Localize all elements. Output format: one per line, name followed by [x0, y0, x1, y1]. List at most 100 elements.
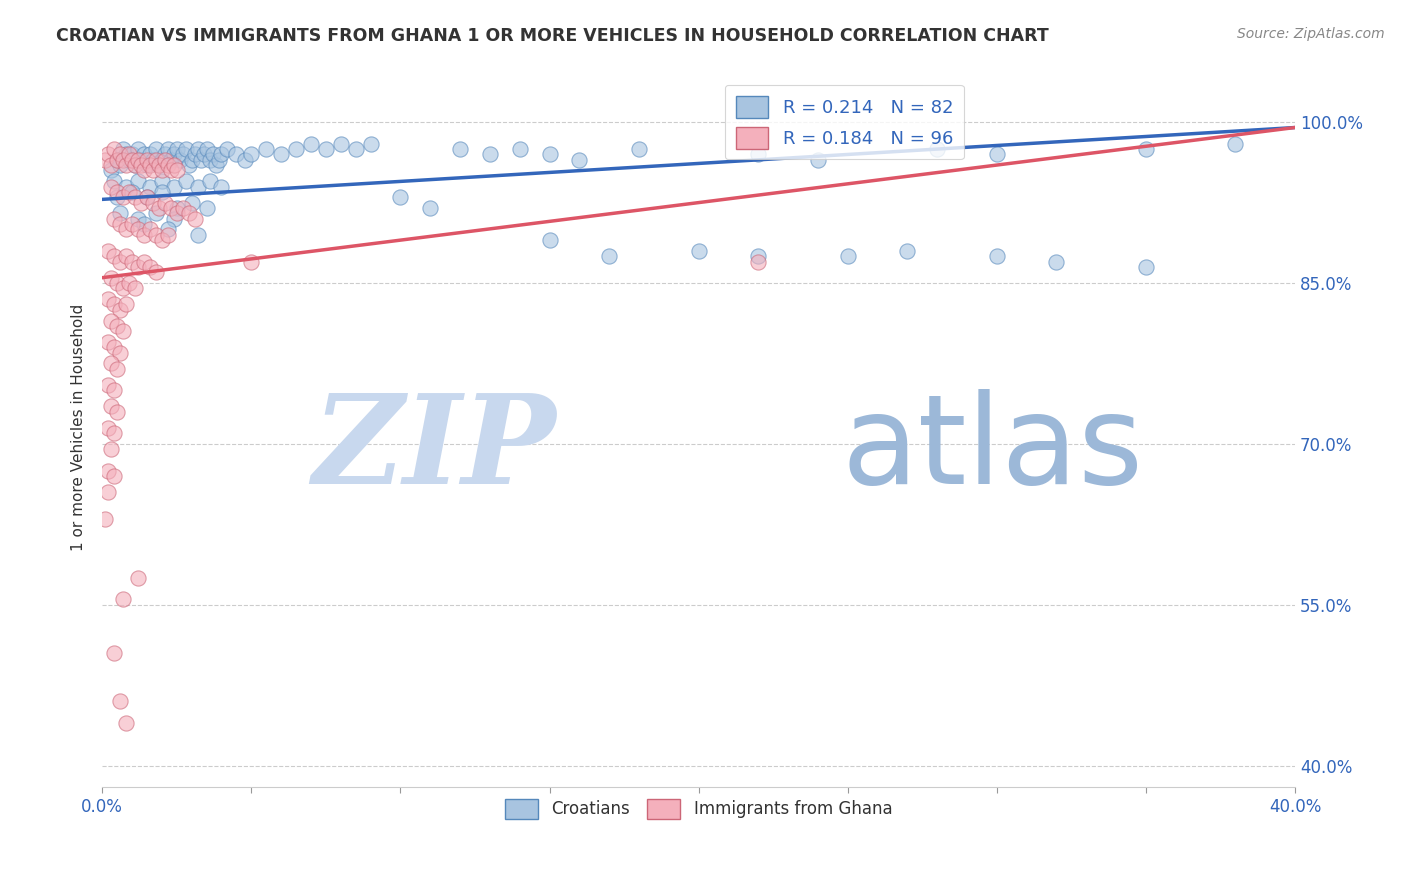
Point: [190, 153, 212, 167]
Point: [100, 356, 122, 370]
Point: [145, 265, 167, 279]
Point: [217, 142, 239, 156]
Point: [150, 153, 173, 167]
Point: [449, 142, 471, 156]
Point: [419, 201, 441, 215]
Point: [118, 147, 141, 161]
Point: [121, 217, 143, 231]
Point: [97, 147, 120, 161]
Point: [112, 592, 135, 607]
Point: [174, 174, 197, 188]
Point: [97, 244, 120, 258]
Point: [235, 153, 257, 167]
Point: [139, 158, 162, 172]
Point: [103, 211, 125, 226]
Text: Source: ZipAtlas.com: Source: ZipAtlas.com: [1237, 27, 1385, 41]
Point: [115, 297, 138, 311]
Point: [142, 195, 165, 210]
Point: [132, 163, 155, 178]
Point: [124, 158, 146, 172]
Point: [163, 211, 186, 226]
Point: [132, 254, 155, 268]
Point: [115, 147, 138, 161]
Point: [195, 201, 218, 215]
Point: [124, 281, 146, 295]
Point: [112, 324, 135, 338]
Point: [183, 147, 205, 161]
Point: [156, 222, 179, 236]
Point: [688, 244, 710, 258]
Point: [127, 211, 149, 226]
Point: [807, 153, 830, 167]
Point: [112, 190, 135, 204]
Point: [121, 254, 143, 268]
Point: [896, 244, 918, 258]
Point: [97, 485, 120, 500]
Point: [145, 142, 167, 156]
Point: [100, 313, 122, 327]
Point: [105, 362, 128, 376]
Point: [97, 334, 120, 349]
Point: [105, 190, 128, 204]
Point: [150, 174, 173, 188]
Point: [299, 136, 322, 151]
Point: [127, 142, 149, 156]
Point: [129, 158, 152, 172]
Point: [174, 142, 197, 156]
Point: [105, 405, 128, 419]
Point: [344, 142, 367, 156]
Point: [108, 206, 131, 220]
Point: [132, 217, 155, 231]
Point: [115, 158, 138, 172]
Point: [254, 142, 277, 156]
Point: [124, 158, 146, 172]
Point: [103, 469, 125, 483]
Point: [150, 163, 173, 178]
Point: [1045, 254, 1067, 268]
Point: [118, 153, 141, 167]
Point: [159, 163, 181, 178]
Point: [103, 142, 125, 156]
Point: [156, 158, 179, 172]
Point: [121, 153, 143, 167]
Point: [129, 153, 152, 167]
Point: [187, 227, 209, 242]
Point: [127, 222, 149, 236]
Point: [108, 254, 131, 268]
Point: [478, 147, 501, 161]
Point: [198, 174, 221, 188]
Point: [108, 158, 131, 172]
Point: [100, 400, 122, 414]
Point: [105, 153, 128, 167]
Point: [598, 249, 620, 263]
Point: [103, 340, 125, 354]
Point: [121, 147, 143, 161]
Point: [315, 142, 337, 156]
Point: [100, 163, 122, 178]
Point: [183, 211, 205, 226]
Point: [136, 190, 159, 204]
Point: [103, 384, 125, 398]
Point: [97, 421, 120, 435]
Point: [193, 147, 215, 161]
Point: [148, 201, 170, 215]
Point: [163, 179, 186, 194]
Point: [201, 147, 224, 161]
Point: [166, 163, 188, 178]
Point: [166, 206, 188, 220]
Point: [132, 147, 155, 161]
Point: [150, 233, 173, 247]
Point: [1135, 142, 1157, 156]
Point: [112, 281, 135, 295]
Point: [538, 147, 561, 161]
Point: [204, 158, 226, 172]
Point: [145, 206, 167, 220]
Point: [115, 179, 138, 194]
Point: [187, 179, 209, 194]
Point: [115, 249, 138, 263]
Point: [115, 715, 138, 730]
Point: [121, 185, 143, 199]
Point: [103, 646, 125, 660]
Point: [108, 147, 131, 161]
Point: [100, 158, 122, 172]
